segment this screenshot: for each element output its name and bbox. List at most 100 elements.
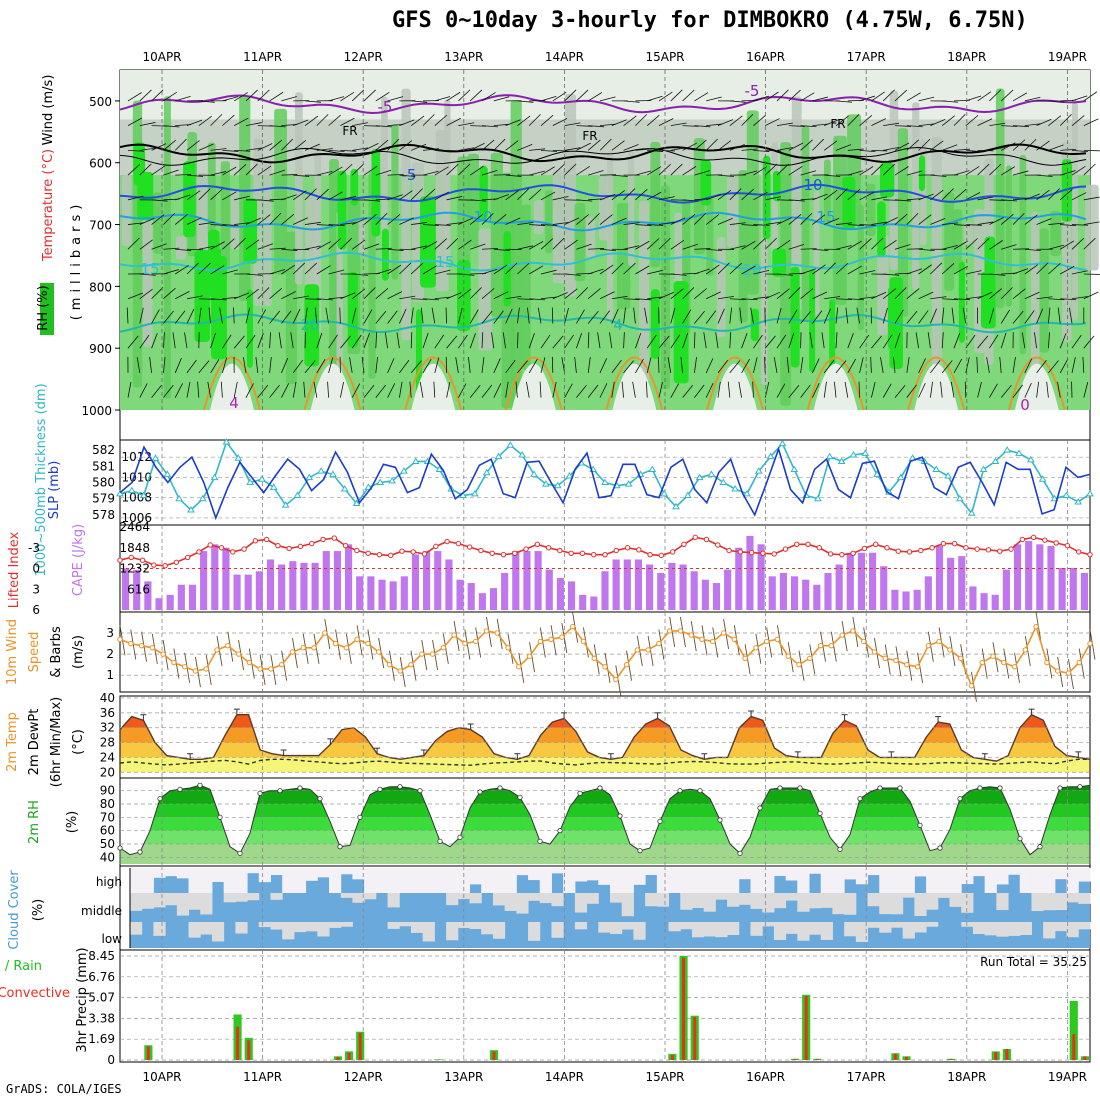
wind-barb bbox=[245, 334, 256, 349]
wind-barb bbox=[304, 188, 317, 201]
wind-barb bbox=[469, 384, 481, 398]
wind-barb bbox=[776, 334, 787, 349]
wind-barb bbox=[281, 248, 298, 251]
rh-saturated-patch bbox=[211, 256, 227, 360]
lifted-index-point bbox=[184, 554, 191, 561]
wind-barb bbox=[894, 309, 904, 324]
cape-bar bbox=[512, 551, 520, 610]
wind-barb bbox=[717, 381, 721, 398]
wind-barb bbox=[234, 149, 251, 152]
wind-speed-point bbox=[731, 636, 738, 643]
wind-barb bbox=[788, 89, 801, 102]
wind-barb bbox=[658, 335, 670, 349]
rh-point bbox=[317, 796, 323, 802]
lifted-index-point bbox=[681, 541, 687, 547]
wind-barb bbox=[717, 119, 733, 127]
thickness-point bbox=[944, 472, 952, 479]
wind-barb bbox=[941, 360, 953, 374]
wind-barb bbox=[635, 148, 652, 151]
cloud-gap bbox=[165, 893, 178, 906]
isotherm-30 bbox=[706, 356, 764, 411]
wind-barb bbox=[458, 217, 474, 225]
wind-barb bbox=[151, 165, 165, 176]
wind-barb bbox=[198, 307, 202, 324]
wind-barb bbox=[588, 268, 604, 275]
precip-convective-bar bbox=[492, 1051, 496, 1060]
wind-barb bbox=[186, 140, 200, 151]
cape-bar bbox=[356, 576, 364, 610]
thickness-point bbox=[743, 489, 751, 497]
precip-tick-5: 8.45 bbox=[88, 949, 115, 963]
precip-convective-bar bbox=[893, 1053, 897, 1060]
wind-barb bbox=[1071, 334, 1082, 349]
wind-barb bbox=[493, 383, 502, 398]
wind-barb bbox=[163, 169, 179, 176]
wind-barb bbox=[599, 310, 610, 324]
thick-tick-3: 581 bbox=[92, 459, 115, 473]
cloud-gap bbox=[305, 922, 318, 932]
wind-barb bbox=[127, 149, 144, 152]
wind-speed-point bbox=[645, 647, 651, 653]
wind-barb bbox=[800, 268, 816, 275]
wind-barb bbox=[422, 241, 438, 250]
cloud-gap bbox=[434, 868, 447, 893]
rh-streak bbox=[912, 102, 920, 290]
cloud-gap bbox=[645, 893, 658, 907]
cape-bar bbox=[679, 564, 687, 610]
wind-barb bbox=[918, 358, 926, 374]
wind-barb bbox=[658, 237, 671, 250]
cloud-gap bbox=[996, 893, 1009, 911]
wind-barb bbox=[729, 307, 733, 324]
wind-barb bbox=[316, 148, 333, 151]
wind-barb bbox=[835, 100, 852, 103]
cloud-gap bbox=[890, 922, 904, 928]
rh-saturated-patch bbox=[790, 266, 800, 368]
wind-barb bbox=[894, 244, 911, 250]
wind-barb bbox=[847, 188, 861, 201]
wind-barb bbox=[505, 359, 516, 374]
thickness-point bbox=[648, 465, 657, 473]
wind-barb bbox=[871, 335, 882, 349]
wind-barb bbox=[163, 139, 176, 151]
wind-barb bbox=[823, 381, 827, 398]
wind-barb bbox=[587, 212, 600, 225]
wind-barb bbox=[139, 307, 144, 324]
cloud-gap bbox=[375, 868, 389, 893]
wind-barb bbox=[127, 92, 142, 102]
wind-barb bbox=[715, 332, 719, 349]
lifted-index-point bbox=[1064, 542, 1071, 549]
lifted-index-point bbox=[715, 542, 721, 548]
cape-bar bbox=[289, 561, 297, 610]
cloud-gap bbox=[785, 893, 798, 901]
wind-barb bbox=[859, 224, 876, 226]
wind-barb bbox=[882, 334, 893, 349]
wind-barb bbox=[304, 100, 321, 103]
wind-barb bbox=[965, 166, 980, 176]
wind-speed-point bbox=[472, 638, 479, 645]
wind-barb bbox=[470, 243, 486, 250]
wind-barb bbox=[765, 196, 781, 201]
wind-barb bbox=[446, 163, 459, 176]
wind-speed-point bbox=[1044, 659, 1050, 666]
wind-barb bbox=[576, 287, 589, 300]
date-label-bottom-3: 13APR bbox=[444, 1070, 483, 1084]
cape-bar bbox=[1080, 572, 1088, 610]
wind-barb bbox=[918, 264, 932, 275]
wind-barb bbox=[633, 307, 636, 324]
cape-bar bbox=[701, 579, 709, 610]
wind-barb bbox=[999, 356, 1002, 373]
cloud-gap bbox=[305, 868, 318, 881]
label-10m-wind: 10m Wind bbox=[5, 619, 20, 685]
cape-bar bbox=[266, 559, 275, 610]
wind-speed-point bbox=[656, 640, 662, 647]
rh-saturated-patch bbox=[479, 165, 488, 220]
thickness-point bbox=[825, 452, 834, 460]
thickness-point bbox=[352, 499, 361, 507]
wind-barb bbox=[646, 381, 648, 398]
wind-barb bbox=[977, 163, 990, 176]
lifted-index-point bbox=[647, 551, 653, 558]
wind-barb bbox=[446, 335, 458, 349]
wind-barb bbox=[753, 191, 768, 201]
date-label-top-9: 19APR bbox=[1048, 50, 1087, 64]
rh-saturated-patch bbox=[503, 230, 511, 307]
